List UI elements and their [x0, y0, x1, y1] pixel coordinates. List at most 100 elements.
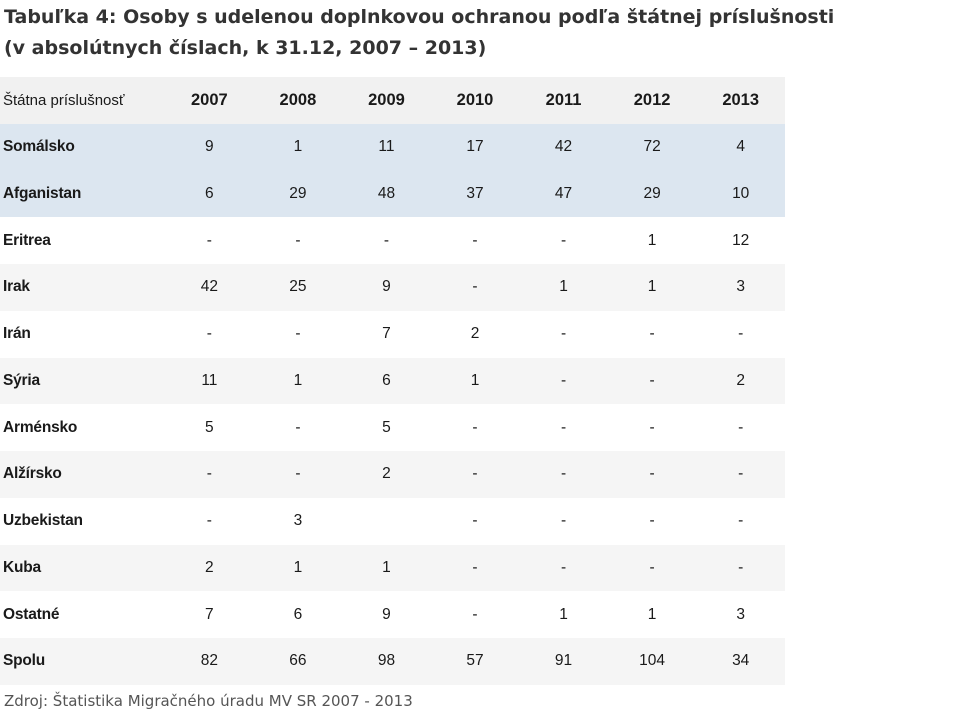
value-cell: -	[560, 231, 567, 249]
value-cell: -	[206, 465, 212, 483]
table-row: Spolu 82 66 98 57 91 104 34	[0, 638, 785, 685]
value-cell: -	[206, 231, 212, 249]
value-cell: -	[560, 325, 567, 343]
value-cell: 3	[736, 605, 745, 623]
column-header-year: 2012	[633, 90, 671, 109]
value-cell: 17	[466, 138, 484, 156]
value-cell: 2	[382, 465, 391, 483]
value-cell: -	[472, 512, 478, 530]
value-cell: 82	[200, 652, 218, 670]
table-row: Ostatné 7 6 9 - 1 1 3	[0, 591, 785, 638]
value-cell: -	[206, 512, 212, 530]
value-cell: 1	[470, 371, 480, 389]
value-cell: 91	[554, 652, 573, 670]
value-cell: -	[206, 325, 212, 343]
value-cell: 1	[647, 278, 657, 296]
country-cell: Sýria	[3, 371, 40, 389]
value-cell: -	[738, 465, 744, 483]
value-cell: -	[649, 512, 655, 530]
value-cell: 12	[732, 231, 750, 249]
value-cell: 7	[382, 325, 391, 343]
country-cell: Afganistan	[3, 184, 82, 202]
column-header-year: 2013	[722, 90, 760, 109]
table-row: Somálsko 9 1 11 17 42 72 4	[0, 123, 785, 171]
value-cell: -	[472, 278, 478, 296]
table-row: Alžírsko - - 2 - - - -	[0, 451, 785, 498]
value-cell: -	[560, 465, 567, 483]
value-cell: 5	[205, 418, 214, 436]
value-cell: -	[649, 418, 655, 436]
value-cell: 1	[382, 558, 391, 576]
value-cell: -	[649, 558, 655, 576]
country-cell: Somálsko	[3, 138, 75, 156]
value-cell: 42	[554, 138, 573, 156]
table-row: Uzbekistan - 3 - - - -	[0, 497, 785, 545]
protection-table: Štátna príslušnosť 2007 2008 2009 2010 2…	[0, 77, 785, 685]
value-cell: -	[472, 231, 478, 249]
value-cell: -	[472, 418, 478, 436]
value-cell: 29	[643, 184, 661, 202]
table-row: Sýria 11 1 6 1- -2	[0, 357, 785, 405]
table-row: Eritrea - - - - - 1 12	[0, 217, 785, 264]
value-cell: 1	[293, 138, 303, 156]
country-cell: Irak	[3, 278, 30, 296]
column-header-year: 2008	[279, 90, 317, 109]
value-cell: -	[472, 558, 478, 576]
value-cell: -	[472, 465, 478, 483]
value-cell: 4	[736, 138, 745, 156]
value-cell: 2	[205, 558, 214, 576]
value-cell: 66	[289, 652, 307, 670]
value-cell: 11	[378, 138, 395, 156]
value-cell: 104	[639, 652, 666, 670]
value-cell: 2	[736, 371, 745, 389]
table-row: Irán - - 7 2 - - -	[0, 310, 785, 358]
column-header-year: 2007	[191, 90, 228, 109]
value-cell: 48	[377, 184, 396, 202]
value-cell: -	[738, 558, 744, 576]
value-cell: 1	[559, 605, 568, 623]
value-cell: 1	[293, 371, 303, 389]
table-row: Irak 42 25 9 - 1 1 3	[0, 264, 785, 311]
value-cell: -	[295, 325, 301, 343]
value-cell: 5	[382, 418, 391, 436]
value-cell: 57	[466, 652, 484, 670]
value-cell: -	[383, 231, 390, 249]
value-cell: 6	[382, 371, 391, 389]
value-cell: -	[560, 418, 567, 436]
country-cell: Eritrea	[3, 231, 51, 249]
value-cell: 42	[200, 278, 218, 296]
value-cell: 1	[559, 278, 568, 296]
value-cell: -	[560, 512, 567, 530]
value-cell: 11	[201, 371, 218, 389]
country-cell: Uzbekistan	[3, 512, 83, 530]
value-cell: 6	[205, 184, 214, 202]
value-cell: 9	[382, 605, 391, 623]
value-cell: 9	[205, 138, 214, 156]
source-note: Zdroj: Štatistika Migračného úradu MV SR…	[4, 692, 413, 710]
value-cell: 3	[293, 512, 303, 530]
value-cell: -	[295, 418, 301, 436]
table-title-line-2: (v absolútnych číslach, k 31.12, 2007 – …	[4, 37, 487, 59]
column-header-year: 2011	[545, 90, 582, 109]
column-header-country: Štátna príslušnosť	[3, 91, 125, 109]
table-row: Kuba 2 1 1 - - - -	[0, 544, 785, 592]
value-cell: 6	[293, 605, 303, 623]
table-title: Tabuľka 4: Osoby s udelenou doplnkovou o…	[4, 2, 944, 64]
value-cell: -	[649, 371, 655, 389]
value-cell: -	[472, 605, 478, 623]
value-cell: 2	[470, 325, 480, 343]
value-cell	[342, 498, 431, 545]
table-header-row: Štátna príslušnosť 2007 2008 2009 2010 2…	[0, 77, 785, 124]
value-cell: 25	[289, 278, 307, 296]
value-cell: 9	[382, 278, 391, 296]
value-cell: -	[738, 512, 744, 530]
value-cell: 98	[377, 652, 396, 670]
value-cell: 29	[289, 184, 307, 202]
value-cell: 7	[205, 605, 214, 623]
country-cell: Alžírsko	[3, 465, 62, 483]
value-cell: -	[738, 418, 744, 436]
column-header-year: 2010	[456, 90, 494, 109]
table-row: Afganistan 6 29 48 37 47 29 10	[0, 170, 785, 218]
value-cell: 10	[732, 184, 750, 202]
value-cell: 1	[293, 558, 303, 576]
